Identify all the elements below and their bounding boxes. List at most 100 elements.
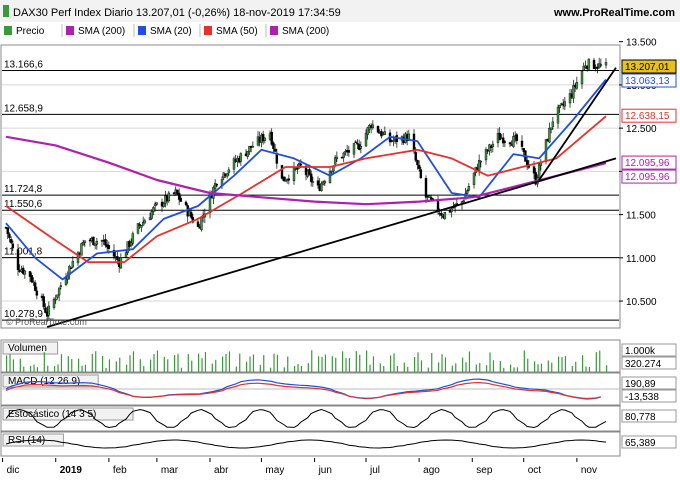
candle-body xyxy=(450,208,453,212)
indicator-value-badge xyxy=(621,389,677,403)
legend-label: SMA (200) xyxy=(78,26,125,37)
volume-bar xyxy=(417,352,419,372)
candle-body xyxy=(200,217,203,231)
candle-body xyxy=(69,267,73,269)
volume-bar xyxy=(294,365,296,372)
value-badge-label: 12.095,96 xyxy=(625,172,670,183)
value-badge xyxy=(621,59,677,74)
candle-body xyxy=(416,159,419,166)
x-tick-label: ago xyxy=(423,465,440,476)
volume-bar xyxy=(396,366,399,372)
candle-body xyxy=(131,233,135,244)
candle-body xyxy=(273,148,277,152)
candle-body xyxy=(179,198,183,202)
volume-bar xyxy=(30,366,32,372)
volume-bar xyxy=(420,360,423,372)
volume-bar xyxy=(105,367,107,372)
legend-swatch-icon xyxy=(138,26,146,35)
volume-bar xyxy=(513,367,515,372)
volume-bar xyxy=(115,361,117,372)
volume-bar xyxy=(287,356,289,372)
candle-body xyxy=(54,298,57,301)
candle-body xyxy=(116,256,119,261)
candle-body xyxy=(287,178,291,181)
volume-bar xyxy=(91,353,93,372)
volume-bar xyxy=(95,351,97,372)
candle-body xyxy=(33,282,37,291)
candle-body xyxy=(520,140,524,147)
volume-bar xyxy=(427,367,429,372)
candle-body xyxy=(143,220,147,224)
indicator-value-badge xyxy=(621,409,677,423)
indicator-value: -13,538 xyxy=(625,392,659,403)
candle-body xyxy=(376,125,380,133)
candle-body xyxy=(162,203,165,207)
volume-bar xyxy=(527,358,529,372)
volume-bar xyxy=(414,357,416,372)
candle-body xyxy=(263,137,267,141)
candle-body xyxy=(484,149,488,161)
candle-body xyxy=(467,186,471,191)
candle-body xyxy=(150,211,153,219)
volume-bar xyxy=(516,367,519,372)
volume-bar xyxy=(84,364,87,372)
candle-body xyxy=(6,227,9,234)
level-label: 11.550,6 xyxy=(4,199,43,210)
volume-bar xyxy=(475,364,477,372)
volume-bar xyxy=(558,356,560,372)
level-label: 13.166,6 xyxy=(4,60,43,71)
candle-body xyxy=(354,141,357,143)
volume-bar xyxy=(150,359,152,372)
volume-bar xyxy=(455,363,457,372)
volume-bar xyxy=(438,362,440,372)
volume-bar xyxy=(297,364,299,372)
candle-body xyxy=(189,211,193,218)
volume-bar xyxy=(321,356,323,372)
volume-bar xyxy=(379,363,381,372)
x-tick-label: jun xyxy=(318,465,332,476)
legend-candle-icon xyxy=(4,26,12,35)
volume-bar xyxy=(156,350,159,372)
volume-bar xyxy=(492,360,495,372)
volume-bar xyxy=(177,353,179,372)
candle-body xyxy=(424,177,428,198)
volume-bar xyxy=(441,354,443,372)
candle-body xyxy=(491,143,495,147)
indicator-value: 1.000k xyxy=(625,346,656,357)
volume-bar xyxy=(139,359,141,372)
volume-bar xyxy=(276,354,279,372)
volume-bar xyxy=(307,363,309,372)
x-tick-label: nov xyxy=(581,465,597,476)
volume-bar xyxy=(204,352,207,372)
candle-body xyxy=(152,207,155,212)
legend-label: SMA (20) xyxy=(150,26,192,37)
candle-body xyxy=(412,133,416,152)
candle-body xyxy=(35,290,39,296)
y-tick-label: 11.000 xyxy=(626,254,656,265)
candle-body xyxy=(138,224,141,226)
candle-body xyxy=(225,173,229,177)
candle-body xyxy=(414,152,417,161)
volume-bar xyxy=(551,362,553,372)
volume-bar xyxy=(403,362,405,372)
candle-body xyxy=(232,158,236,170)
volume-bar xyxy=(239,353,241,372)
candle-body xyxy=(57,287,61,296)
candle-body xyxy=(489,146,493,148)
candle-body xyxy=(141,221,145,226)
candle-body xyxy=(176,189,179,195)
candle-body xyxy=(472,172,476,185)
volume-bar xyxy=(174,355,176,372)
x-tick-label: oct xyxy=(528,465,542,476)
level-label: 11.001,8 xyxy=(4,247,43,258)
volume-bar xyxy=(47,365,49,372)
candle-body xyxy=(364,133,368,147)
volume-bar xyxy=(331,356,333,372)
candle-body xyxy=(503,141,507,143)
indicator-value: 190,89 xyxy=(625,379,656,390)
indicator-title-box xyxy=(2,407,134,421)
candle-body xyxy=(16,249,20,271)
rsi-line xyxy=(5,439,607,449)
volume-bar xyxy=(451,365,453,372)
